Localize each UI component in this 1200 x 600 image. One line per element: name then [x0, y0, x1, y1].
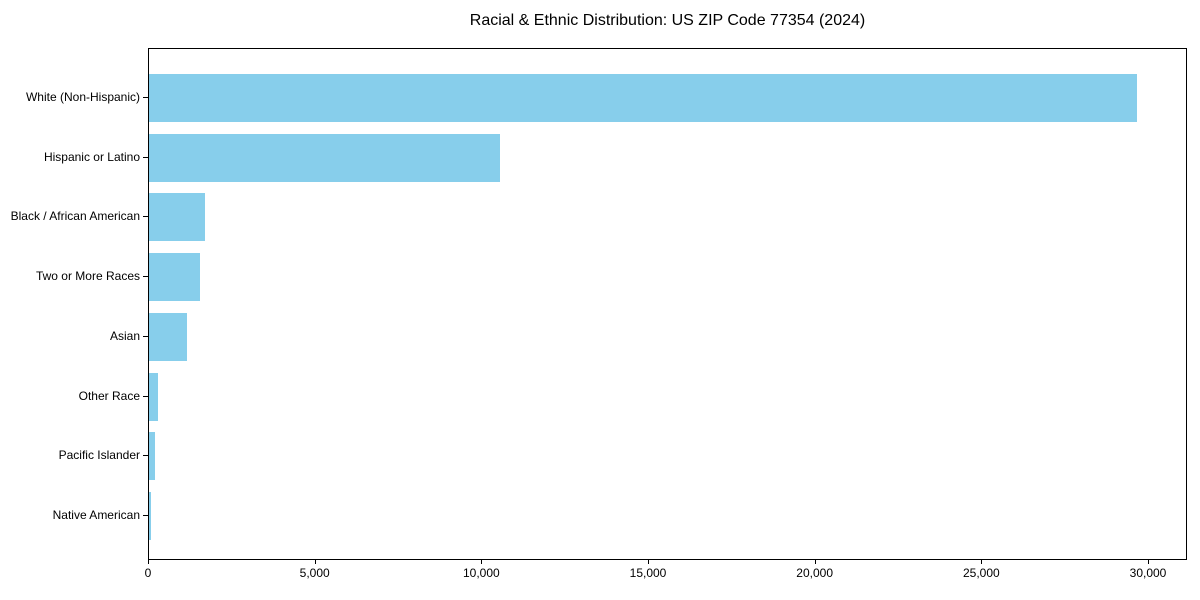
- bar-white-non-hispanic: [149, 74, 1137, 122]
- x-tick-mark: [314, 560, 316, 564]
- x-tick-mark: [481, 560, 483, 564]
- x-tick-mark: [1148, 560, 1149, 564]
- x-tick-label-25000: 25,000: [962, 566, 1000, 580]
- x-tick-mark: [814, 560, 816, 564]
- x-tick-label-10000: 10,000: [462, 566, 500, 580]
- y-tick-mark: [143, 514, 148, 516]
- y-tick-label-other-race: Other Race: [78, 388, 140, 403]
- x-tick-label-20000: 20,000: [796, 566, 833, 580]
- x-tick-mark: [648, 560, 649, 564]
- y-tick-mark: [143, 216, 148, 218]
- x-tick-label-15000: 15,000: [629, 566, 667, 580]
- y-tick-mark: [143, 156, 148, 158]
- plot-area: [148, 48, 1187, 560]
- bar-pacific-islander: [149, 432, 155, 481]
- y-tick-mark: [143, 97, 148, 98]
- x-tick-label-5000: 5,000: [299, 566, 330, 580]
- y-tick-label-pacific-islander: Pacific Islander: [58, 448, 140, 463]
- chart-title: Racial & Ethnic Distribution: US ZIP Cod…: [469, 12, 866, 29]
- bar-black-african-american: [149, 193, 205, 242]
- x-tick-mark: [981, 560, 983, 564]
- y-tick-label-hispanic-or-latino: Hispanic or Latino: [43, 149, 140, 164]
- y-tick-label-white-non-hispanic: White (Non-Hispanic): [25, 90, 140, 104]
- y-tick-label-native-american: Native American: [52, 507, 140, 522]
- x-tick-mark: [148, 560, 149, 564]
- x-tick-label-0: 0: [144, 566, 152, 580]
- bar-native-american: [149, 491, 151, 540]
- y-tick-mark: [143, 395, 148, 397]
- bar-asian: [149, 312, 188, 361]
- y-tick-mark: [143, 276, 148, 278]
- y-tick-label-black-african-american: Black / African American: [10, 209, 140, 224]
- bar-other-race: [149, 372, 158, 421]
- y-tick-label-asian: Asian: [109, 328, 140, 343]
- y-tick-label-two-or-more-races: Two or More Races: [35, 269, 140, 284]
- y-tick-mark: [143, 335, 148, 337]
- y-tick-mark: [143, 455, 148, 457]
- x-tick-label-30000: 30,000: [1129, 566, 1167, 580]
- bar-two-or-more-races: [149, 253, 200, 302]
- bar-hispanic-or-latino: [149, 133, 501, 182]
